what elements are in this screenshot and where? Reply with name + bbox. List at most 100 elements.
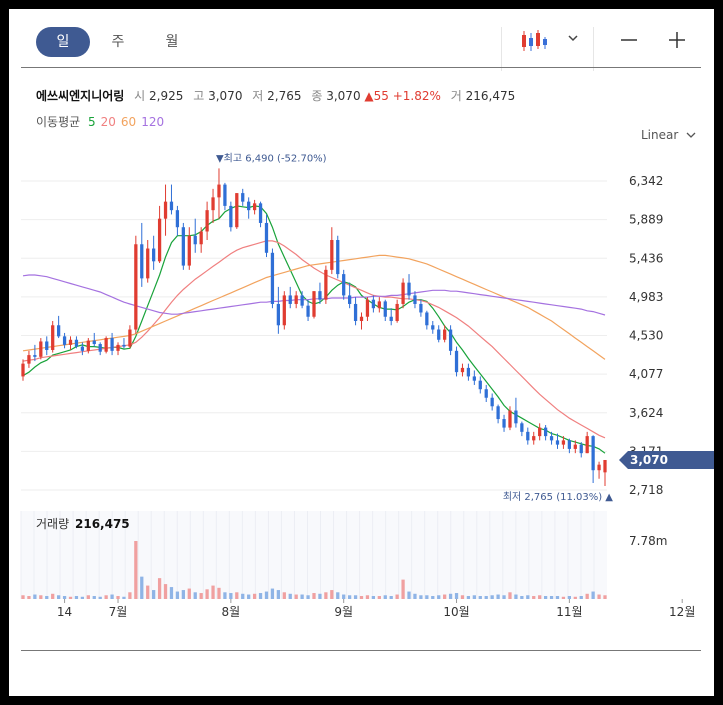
volume-bar (175, 591, 180, 599)
candle-body (247, 201, 251, 211)
volume-bar (532, 596, 536, 599)
candle-body (258, 203, 263, 223)
candle-body (347, 295, 352, 304)
x-tick-label: 8월 (222, 605, 241, 619)
volume-bar (318, 593, 322, 599)
candle-body (359, 316, 364, 322)
volume-panel-label: 거래량 (36, 517, 69, 531)
volume-bar (508, 592, 512, 599)
candle-body (567, 440, 572, 449)
candle-body (163, 201, 168, 219)
candle-body (591, 436, 595, 471)
toolbar-divider (593, 27, 594, 71)
candle-body (229, 205, 233, 228)
candle-body (146, 248, 150, 279)
x-tick-label: 11월 (556, 605, 582, 619)
change-percent: +1.82% (392, 89, 441, 103)
close-label: 종 (311, 89, 323, 103)
candle-body (448, 329, 453, 351)
volume-bar (359, 596, 364, 599)
candle-body (514, 410, 518, 424)
volume-bar (80, 596, 85, 599)
stock-name: 에쓰씨엔지니어링 (36, 89, 125, 103)
candle-body (51, 325, 55, 350)
volume-bar (520, 596, 524, 599)
volume-bar (573, 596, 577, 599)
ma-legend-item: 5 (88, 115, 96, 129)
candlestick-chart-icon[interactable] (519, 29, 549, 53)
volume-bar (128, 592, 132, 599)
candle-body (466, 367, 471, 377)
volume-bar (205, 589, 209, 599)
volume-bar (401, 579, 405, 599)
volume-bar (437, 595, 441, 599)
candle-body (21, 363, 25, 377)
candle-body (437, 329, 441, 340)
volume-bar (217, 587, 221, 599)
scale-selector[interactable]: Linear (641, 128, 696, 142)
tab-month[interactable]: 월 (165, 34, 179, 50)
candle-body (205, 210, 209, 232)
candle-body (443, 329, 447, 340)
candle-body (241, 193, 245, 202)
volume-bar (425, 595, 429, 599)
moving-average-legend: 이동평균 5 20 60 120 (36, 113, 164, 130)
chevron-down-icon[interactable] (567, 33, 579, 43)
candle-body (122, 344, 126, 347)
candle-body (383, 301, 387, 317)
candle-body (353, 303, 358, 322)
volume-bar (146, 585, 150, 599)
volume-bar (116, 596, 120, 599)
candle-body (336, 240, 340, 275)
zoom-in-icon[interactable] (668, 31, 686, 49)
volume-bar (45, 596, 49, 599)
volume-bar (27, 596, 31, 599)
volume-bar (490, 595, 494, 599)
y-tick-label: 5,889 (629, 213, 663, 227)
candle-body (80, 346, 85, 351)
scale-label: Linear (641, 128, 679, 142)
candle-body (181, 227, 185, 266)
candle-body (508, 410, 512, 428)
candle-body (217, 184, 221, 198)
volume-bar (478, 596, 482, 599)
close-value: 3,070 (326, 89, 361, 103)
candle-body (401, 282, 405, 304)
candle-body (460, 367, 465, 373)
volume-bar (92, 596, 96, 599)
volume-bar (591, 591, 595, 599)
y-tick-label: 4,983 (629, 290, 663, 304)
candle-body (264, 222, 269, 253)
volume-bar (276, 590, 281, 599)
candle-body (86, 340, 90, 351)
volume-bar (365, 595, 370, 599)
candle-body (365, 299, 370, 317)
ma-line-20 (22, 240, 606, 439)
candle-body (68, 339, 73, 345)
volume-bar (104, 595, 108, 599)
volume-bar (484, 596, 488, 599)
candle-body (98, 344, 102, 352)
volume-bar (39, 595, 43, 599)
volume-bar (312, 593, 316, 599)
tab-week[interactable]: 주 (111, 34, 125, 50)
candle-body (389, 316, 393, 322)
volume-bar (567, 596, 572, 599)
candle-body (110, 338, 114, 351)
volume-bar (288, 593, 292, 599)
toolbar-divider (501, 27, 502, 71)
low-value: 2,765 (267, 89, 302, 103)
candle-body (490, 397, 494, 407)
toolbar-divider-line (21, 67, 701, 68)
candle-body (288, 295, 292, 304)
volume-bar (443, 594, 447, 599)
candle-body (318, 291, 322, 300)
volume-bar (460, 595, 465, 599)
x-tick-label: 9월 (334, 605, 353, 619)
min-price-annotation: 최저 2,765 (11.03%) ▲ (503, 491, 613, 503)
tab-day[interactable]: 일 (36, 27, 90, 57)
volume-bar (187, 588, 191, 599)
zoom-out-icon[interactable] (620, 31, 638, 49)
candle-body (252, 203, 257, 211)
volume-bar (181, 590, 185, 599)
